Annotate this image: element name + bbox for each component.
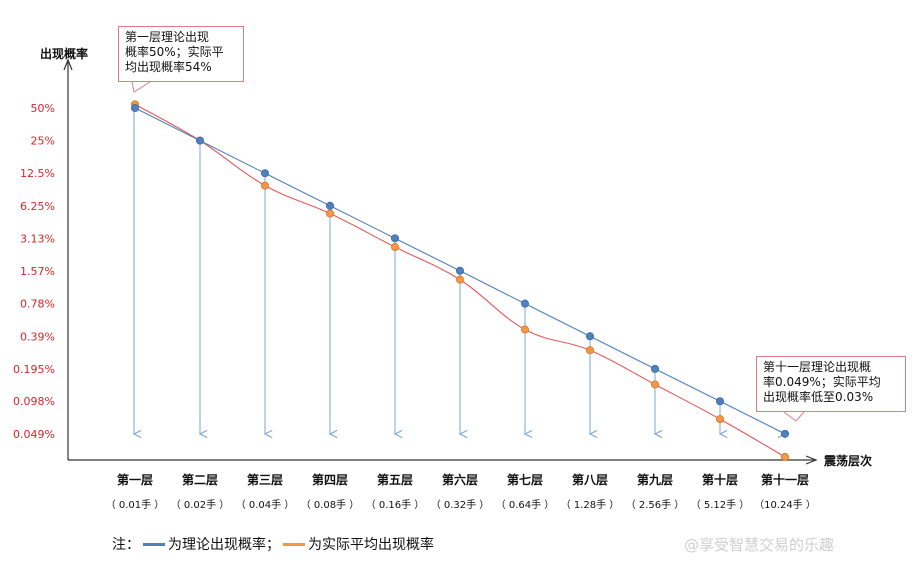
annotation-line: 出现概率低至0.03% — [763, 390, 874, 404]
x-axis-title: 震荡层次 — [824, 453, 872, 468]
data-point-theoretical — [651, 364, 660, 373]
x-tick-label: 第七层 — [507, 472, 543, 487]
y-tick-label: 0.39% — [20, 330, 55, 343]
annotation-line: 均出现概率54% — [125, 60, 212, 74]
x-tick-sublabel: （ 0.08手 ） — [301, 498, 360, 511]
x-tick-label: 第九层 — [637, 472, 673, 487]
x-tick-label: 第六层 — [442, 472, 478, 487]
data-point-theoretical — [586, 332, 595, 341]
annotation-line: 第十一层理论出现概 — [763, 360, 872, 374]
annotation-first-layer: 第一层理论出现 概率50%；实际平 均出现概率54% — [118, 26, 244, 82]
data-point-actual — [586, 346, 595, 355]
drop-arrows — [134, 112, 785, 438]
y-axis-title: 出现概率 — [40, 46, 88, 61]
y-tick-labels: 50% 25% 12.5% 6.25% 3.13% 1.57% 0.78% 0.39% 0.19… — [13, 102, 55, 441]
y-tick-label: 50% — [31, 102, 55, 115]
x-tick-label: 第十一层 — [761, 472, 809, 487]
series — [130, 100, 790, 461]
y-tick-label: 1.57% — [20, 265, 55, 278]
data-point-actual — [651, 380, 660, 389]
x-tick-sublabel: （ 0.64手 ） — [496, 498, 555, 511]
y-tick-label: 12.5% — [20, 167, 55, 180]
x-tick-sublabel: （ 2.56手 ） — [626, 498, 685, 511]
y-tick-label: 3.13% — [20, 232, 55, 245]
data-point-actual — [781, 452, 790, 461]
x-tick-sublabel: （10.24手 ） — [754, 498, 816, 511]
annotation-pointer — [131, 81, 151, 93]
x-tick-sublabel: （ 0.01手 ） — [106, 498, 165, 511]
y-axis-arrow-icon — [63, 58, 73, 71]
legend-swatch-actual — [283, 542, 305, 546]
data-point-theoretical — [195, 136, 204, 145]
data-point-theoretical — [455, 266, 464, 275]
legend-prefix: 注： — [112, 537, 140, 553]
data-point-actual — [260, 181, 269, 190]
annotation-line: 概率50%；实际平 — [125, 45, 224, 59]
y-tick-label: 0.78% — [20, 298, 55, 311]
data-point-actual — [325, 209, 334, 218]
data-point-theoretical — [521, 299, 530, 308]
data-point-actual — [455, 275, 464, 284]
x-tick-sublabel: （ 0.02手 ） — [171, 498, 230, 511]
y-tick-label: 25% — [31, 135, 55, 148]
y-tick-label: 0.098% — [13, 395, 55, 408]
legend-item-theoretical: 为理论出现概率； — [168, 537, 280, 553]
data-point-theoretical — [325, 201, 334, 210]
legend-item-actual: 为实际平均出现概率 — [308, 537, 434, 553]
watermark: @享受智慧交易的乐趣 — [684, 536, 835, 554]
x-tick-sublabel: （ 0.32手 ） — [431, 498, 490, 511]
x-tick-labels: 第一层 （ 0.01手 ） 第二层 （ 0.02手 ） 第三层 （ 0.04手 ） 第四层 （… — [106, 472, 816, 511]
y-tick-label: 0.049% — [13, 428, 55, 441]
data-point-theoretical — [390, 234, 399, 243]
x-tick-sublabel: （ 0.04手 ） — [236, 498, 295, 511]
x-tick-label: 第四层 — [312, 472, 348, 487]
annotation-line: 率0.049%；实际平均 — [763, 375, 881, 389]
x-tick-label: 第三层 — [247, 472, 283, 487]
x-tick-label: 第十层 — [702, 472, 738, 487]
data-point-theoretical — [130, 104, 139, 113]
legend: 注： 为理论出现概率； 为实际平均出现概率 — [112, 534, 434, 554]
x-axis-arrow-icon — [805, 455, 818, 465]
x-tick-label: 第二层 — [182, 472, 218, 487]
x-tick-label: 第五层 — [377, 472, 413, 487]
data-point-actual — [390, 243, 399, 252]
data-point-theoretical — [716, 397, 725, 406]
x-tick-sublabel: （ 1.28手 ） — [561, 498, 620, 511]
legend-swatch-theoretical — [143, 542, 165, 546]
data-point-theoretical — [781, 429, 790, 438]
x-tick-label: 第一层 — [117, 472, 153, 487]
axes — [63, 58, 818, 465]
annotation-line: 第一层理论出现 — [125, 30, 210, 44]
data-point-theoretical — [260, 169, 269, 178]
x-tick-label: 第八层 — [572, 472, 608, 487]
x-tick-sublabel: （ 5.12手 ） — [691, 498, 750, 511]
x-tick-sublabel: （ 0.16手 ） — [366, 498, 425, 511]
annotation-eleventh-layer: 第十一层理论出现概 率0.049%；实际平均 出现概率低至0.03% — [756, 356, 906, 412]
data-point-actual — [716, 415, 725, 424]
annotation-pointer — [783, 411, 805, 422]
y-tick-label: 6.25% — [20, 200, 55, 213]
annotation-pointers — [131, 81, 805, 422]
data-point-actual — [521, 325, 530, 334]
y-tick-label: 0.195% — [13, 363, 55, 376]
